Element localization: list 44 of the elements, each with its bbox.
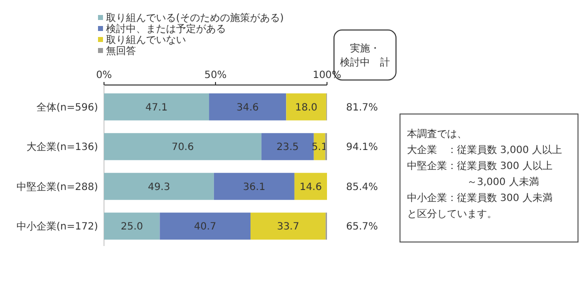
bar: [104, 133, 262, 160]
y-tick-label: 大企業(n=136): [26, 141, 98, 154]
text: 81.7%: [346, 102, 378, 114]
text: 85.4%: [346, 182, 378, 193]
text: 中堅企業：従業員数 300 人以上: [407, 160, 552, 172]
bar: [104, 172, 214, 200]
data-label: 25.0: [120, 222, 144, 233]
legend-label: 取り組んでいない: [106, 35, 186, 46]
legend-label: 検討中、または予定がある: [106, 23, 226, 35]
x-tick-label: 50%: [204, 70, 227, 81]
data-label: 36.1: [243, 182, 266, 193]
text: 実施・: [350, 42, 380, 54]
text: 中小企業：従業員数 300 人未満: [407, 192, 552, 204]
data-label: 70.6: [172, 142, 194, 154]
bar: [104, 93, 210, 120]
data-label: 40.7: [194, 222, 216, 233]
text: 65.7%: [346, 222, 378, 233]
data-label: 33.7: [276, 222, 300, 233]
data-label: 49.3: [148, 182, 170, 193]
legend-label: 無回答: [106, 45, 136, 57]
x-tick-label: 0%: [96, 70, 112, 81]
y-tick-label: 中堅企業(n=288): [16, 180, 98, 193]
data-label: 14.6: [300, 182, 322, 193]
data-label: 23.5: [276, 142, 299, 154]
text: 本調査では、: [407, 128, 467, 140]
bar: [250, 212, 326, 240]
legend-label: 取り組んでいる(そのための施策がある): [106, 12, 284, 24]
bar: [261, 133, 314, 160]
data-label: 47.1: [145, 102, 168, 114]
data-label: 34.6: [236, 102, 259, 114]
data-label: 18.0: [295, 102, 318, 114]
text: 94.1%: [346, 142, 378, 154]
bar: [104, 212, 160, 240]
bar: [286, 93, 326, 120]
text: 大企業 ：従業員数 3,000 人以上: [407, 144, 562, 156]
bar: [214, 172, 294, 200]
text: ～3,000 人未満: [407, 176, 539, 188]
y-tick-label: 中小企業(n=172): [16, 220, 98, 233]
y-tick-label: 全体(n=596): [36, 101, 98, 114]
text: と区分しています。: [407, 208, 497, 220]
bar: [294, 172, 327, 200]
bar: [160, 212, 251, 240]
text: 検討中 計: [340, 56, 390, 68]
bar: [209, 93, 286, 120]
